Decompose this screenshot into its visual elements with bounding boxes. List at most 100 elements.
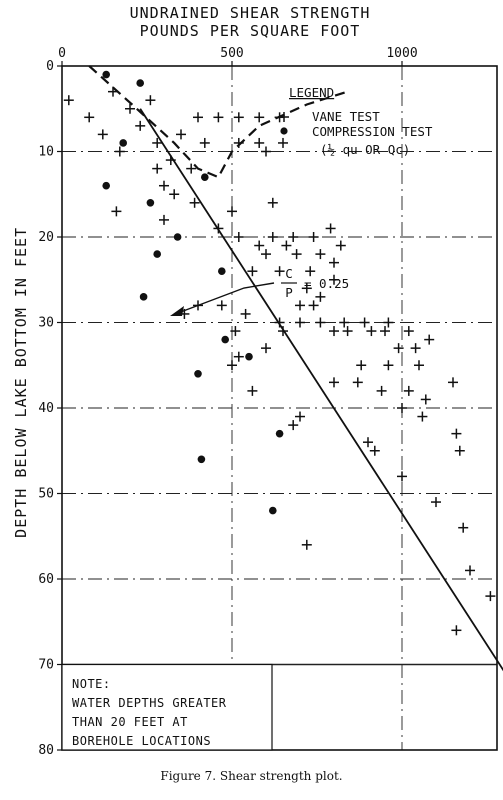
vane-test-point xyxy=(451,625,462,636)
compression-test-point xyxy=(102,70,110,79)
legend: LEGEND VANE TEST COMPRESSION TEST (½ qu … xyxy=(279,85,433,157)
vane-test-point xyxy=(397,471,407,482)
vane-test-point xyxy=(199,137,210,148)
y-tick-label-0: 0 xyxy=(46,59,54,74)
vane-test-point xyxy=(240,308,251,319)
vane-test-point xyxy=(267,232,278,242)
vane-test-point xyxy=(288,420,299,431)
ratio-denominator: P xyxy=(285,285,293,300)
vane-test-point xyxy=(315,249,326,260)
vane-test-point xyxy=(315,291,326,302)
vane-test-point xyxy=(186,163,197,174)
compression-test-point xyxy=(218,267,226,276)
vane-test-point xyxy=(233,232,244,242)
compression-test-point xyxy=(275,429,284,438)
vane-test-point xyxy=(135,120,146,131)
vane-test-point xyxy=(454,445,465,456)
legend-dot-marker xyxy=(280,127,288,135)
vane-test-point xyxy=(329,274,339,285)
y-tick-label-80: 80 xyxy=(38,743,54,758)
vane-test-point xyxy=(213,223,224,234)
vane-test-point xyxy=(397,403,407,413)
compression-test-point xyxy=(119,139,127,147)
compression-test-point xyxy=(153,250,161,258)
note-line-1: WATER DEPTHS GREATER xyxy=(72,696,227,710)
vane-test-point xyxy=(315,317,326,328)
vane-test-point xyxy=(335,240,346,251)
vane-test-point xyxy=(254,137,265,148)
y-tick-label-60: 60 xyxy=(38,572,54,587)
vane-test-point xyxy=(169,189,180,200)
vane-test-point xyxy=(261,146,271,157)
compression-test-point xyxy=(173,233,182,241)
vane-test-point xyxy=(329,326,339,337)
vane-test-point xyxy=(448,377,458,388)
tick-marks xyxy=(57,61,403,751)
vane-test-point xyxy=(295,411,305,422)
vane-test-point xyxy=(159,214,169,225)
vane-test-point xyxy=(339,317,350,328)
x-axis-title-line-1: UNDRAINED SHEAR STRENGTH xyxy=(130,4,371,22)
vane-test-point xyxy=(431,497,441,508)
vane-test-point xyxy=(308,300,319,311)
vane-test-point xyxy=(261,249,271,260)
vane-test-point xyxy=(352,377,363,388)
vane-test-point xyxy=(359,317,370,328)
vane-test-point xyxy=(233,351,244,362)
vane-test-point xyxy=(295,300,305,311)
grid xyxy=(62,66,497,750)
ratio-leader-arrow xyxy=(177,282,275,314)
compression-test-point xyxy=(197,455,206,464)
note-title: NOTE: xyxy=(72,677,111,691)
compression-test-point xyxy=(194,370,202,378)
vane-test-point xyxy=(111,206,122,217)
vane-test-point xyxy=(485,591,496,602)
legend-title: LEGEND xyxy=(289,85,334,100)
legend-plus-marker xyxy=(279,112,289,122)
vane-test-point xyxy=(308,232,319,242)
y-tick-label-10: 10 xyxy=(38,145,54,160)
vane-test-point xyxy=(410,343,421,354)
vane-test-point xyxy=(213,112,224,123)
vane-test-point xyxy=(342,326,353,337)
vane-test-point xyxy=(369,445,380,456)
y-tick-labels: 0 10 20 30 40 50 60 70 80 xyxy=(38,59,54,758)
vane-test-point xyxy=(125,103,135,114)
vane-test-point xyxy=(267,197,278,208)
compression-test-point xyxy=(269,506,277,515)
vane-test-point xyxy=(274,266,285,277)
compression-test-point xyxy=(136,79,144,87)
vane-test-point xyxy=(417,411,428,422)
upper-dashed-trend-curve xyxy=(88,65,348,179)
vane-test-point xyxy=(233,137,244,148)
vane-test-point xyxy=(366,326,377,337)
vane-test-point xyxy=(176,129,186,140)
compression-test-point xyxy=(146,199,155,207)
vane-test-point xyxy=(97,129,108,140)
vane-test-point xyxy=(84,112,95,123)
vane-test-point xyxy=(301,539,312,550)
x-tick-label-0: 0 xyxy=(58,46,66,61)
vane-test-point xyxy=(108,86,118,97)
y-tick-label-20: 20 xyxy=(38,230,54,245)
x-axis-title-line-2: POUNDS PER SQUARE FOOT xyxy=(140,22,361,40)
vane-test-point xyxy=(424,334,435,345)
vane-test-point xyxy=(145,95,156,106)
vane-test-point xyxy=(465,565,475,576)
y-tick-label-70: 70 xyxy=(38,658,54,673)
vane-test-point xyxy=(278,137,288,148)
vane-test-point xyxy=(403,326,414,337)
vane-test-point xyxy=(261,343,271,354)
x-tick-label-500: 500 xyxy=(220,46,243,61)
vane-test-point xyxy=(254,112,265,123)
vane-test-point xyxy=(247,266,258,277)
vane-test-point xyxy=(193,112,203,123)
vane-test-point xyxy=(274,317,285,328)
vane-test-point xyxy=(291,249,302,260)
vane-test-point xyxy=(165,155,176,166)
vane-test-point xyxy=(281,240,292,251)
vane-test-point xyxy=(363,437,373,448)
ratio-annotation: C P = 0.25 xyxy=(170,266,349,316)
compression-test-point xyxy=(221,335,229,344)
vane-test-point xyxy=(376,385,387,396)
